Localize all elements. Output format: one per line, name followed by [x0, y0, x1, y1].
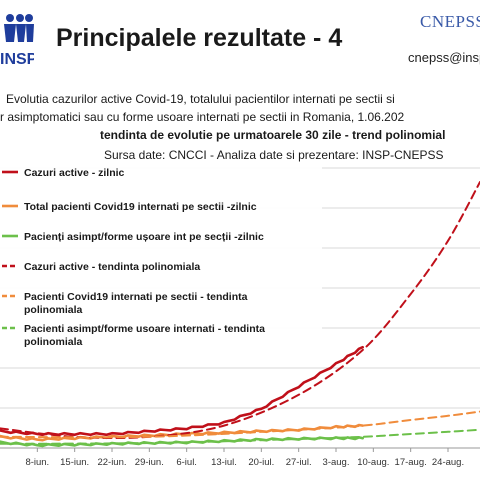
insp-logo: INSP	[0, 8, 38, 68]
series-daily-0	[0, 345, 364, 437]
x-tick-label: 24-aug.	[432, 457, 464, 468]
legend-label: Cazuri active - zilnic	[24, 167, 125, 179]
chart-legend: Cazuri active - zilnic Total pacienti Cov…	[0, 162, 322, 348]
x-tick-label: 29-iun.	[135, 457, 164, 468]
description-line-1: Evolutia cazurilor active Covid-19, tota…	[6, 92, 395, 106]
series-trend-4	[0, 410, 480, 439]
legend-label: Pacienti Covid19 internati pe sectii - t…	[24, 291, 248, 316]
x-tick-label: 10-aug.	[357, 457, 389, 468]
x-tick-label: 20-iul.	[248, 457, 274, 468]
x-tick-label: 15-iun.	[60, 457, 89, 468]
x-tick-label: 3-aug.	[323, 457, 350, 468]
legend-label: Total pacienti Covid19 internati pe sect…	[24, 201, 257, 213]
legend-label: Cazuri active - tendinta polinomiala	[24, 261, 200, 273]
covid-chart: Cazuri active - zilnic Total pacienti Cov…	[0, 162, 480, 468]
legend-label: Pacienți asimpt/forme ușoare int pe secț…	[24, 231, 264, 243]
contact-email: cnepss@insp	[408, 50, 480, 65]
chart-lines	[0, 181, 480, 448]
slide-title: Principalele rezultate - 4	[56, 24, 343, 52]
svg-text:INSP: INSP	[0, 51, 34, 68]
series-trend-5	[0, 428, 480, 445]
x-axis: 8-iun. 15-iun. 22-iun. 29-iun. 6-iul. 13-iul.…	[25, 448, 464, 468]
x-tick-label: 17-aug.	[395, 457, 427, 468]
x-tick-label: 6-iul.	[176, 457, 197, 468]
x-tick-label: 27-iul.	[286, 457, 312, 468]
description-line-2: r asimptomatici sau cu forme usoare inte…	[0, 110, 405, 124]
x-tick-label: 13-iul.	[211, 457, 237, 468]
x-tick-label: 22-iun.	[97, 457, 126, 468]
description-line-4: Sursa date: CNCCI - Analiza date si prez…	[104, 148, 444, 162]
cnepss-logo: CNEPSS	[420, 12, 480, 31]
description-line-3: tendinta de evolutie pe urmatoarele 30 z…	[100, 128, 446, 142]
legend-label: Pacienti asimpt/forme usoare internati -…	[24, 323, 265, 348]
x-tick-label: 8-iun.	[25, 457, 49, 468]
legend-box	[0, 162, 322, 348]
